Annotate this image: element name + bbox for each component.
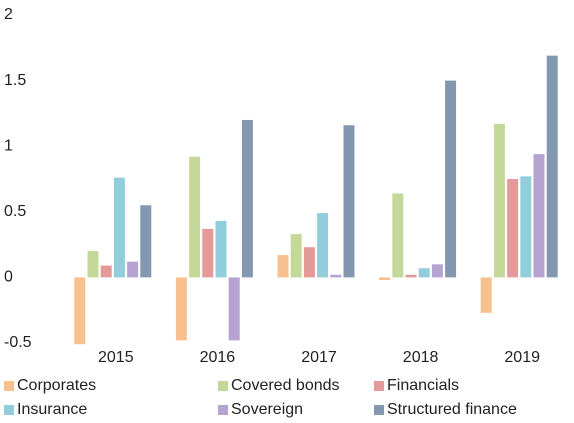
bar <box>277 255 289 278</box>
legend-label: Insurance <box>17 401 87 418</box>
bar <box>520 176 532 278</box>
bar <box>379 277 391 281</box>
bar <box>493 123 505 278</box>
x-tick-label: 2017 <box>301 349 337 366</box>
bar <box>290 234 302 278</box>
bar <box>241 119 253 278</box>
bar <box>113 177 125 278</box>
bar <box>405 274 417 278</box>
bar <box>507 179 519 278</box>
x-tick-label: 2015 <box>98 349 134 366</box>
bar <box>228 277 240 341</box>
legend-swatch <box>218 405 228 415</box>
bar <box>74 277 86 345</box>
bar <box>431 264 443 278</box>
bar <box>127 261 139 278</box>
bar <box>215 220 227 278</box>
legend-swatch <box>4 381 14 391</box>
bar <box>303 247 315 278</box>
legend-swatch <box>4 405 14 415</box>
bar <box>317 213 329 278</box>
bar <box>175 277 187 341</box>
legend-label: Structured finance <box>387 401 517 418</box>
legend-label: Financials <box>387 377 459 394</box>
legend-swatch <box>374 405 384 415</box>
y-tick-label: -0.5 <box>4 334 32 351</box>
bar <box>87 251 99 278</box>
bar <box>202 228 214 278</box>
bar <box>392 193 404 278</box>
bar <box>100 265 112 278</box>
legend-label: Sovereign <box>231 401 303 418</box>
legend-swatch <box>218 381 228 391</box>
y-tick-label: 1 <box>4 137 13 154</box>
y-tick-label: 2 <box>4 6 13 23</box>
bar <box>418 268 430 278</box>
bar <box>140 205 152 278</box>
bar <box>189 156 201 278</box>
bar <box>330 274 342 278</box>
legend-label: Corporates <box>17 377 96 394</box>
y-tick-label: 0.5 <box>4 203 26 220</box>
x-tick-label: 2019 <box>504 349 540 366</box>
bar <box>480 277 492 313</box>
bar <box>343 125 355 278</box>
bar <box>533 154 545 278</box>
x-tick-label: 2018 <box>403 349 439 366</box>
bar <box>546 55 558 278</box>
x-tick-label: 2016 <box>200 349 236 366</box>
y-tick-label: 0 <box>4 269 13 286</box>
y-tick-label: 1.5 <box>4 72 26 89</box>
legend-label: Covered bonds <box>231 377 340 394</box>
bar <box>445 80 457 278</box>
legend-swatch <box>374 381 384 391</box>
